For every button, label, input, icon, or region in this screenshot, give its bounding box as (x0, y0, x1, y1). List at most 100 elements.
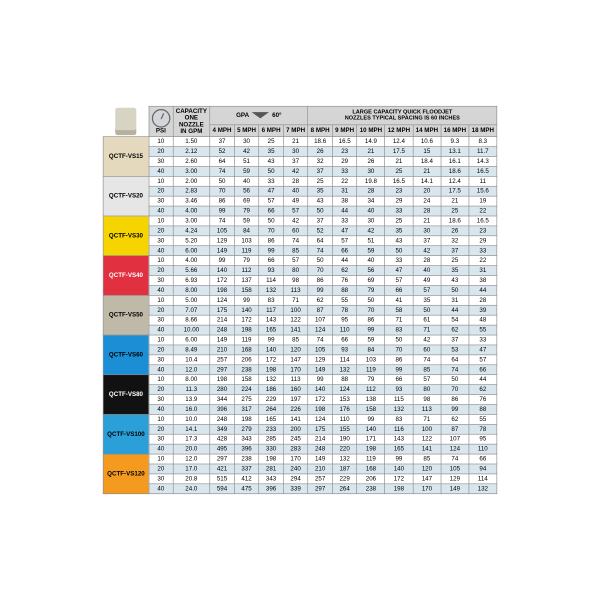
value-cell: 172 (308, 395, 333, 405)
value-cell: 396 (234, 444, 259, 454)
value-cell: 129 (308, 355, 333, 365)
value-cell: 24 (413, 196, 441, 206)
value-cell: 79 (234, 256, 259, 266)
value-cell: 35 (441, 266, 469, 276)
value-cell: 50 (308, 256, 333, 266)
value-cell: 119 (357, 365, 385, 375)
value-cell: 44 (469, 285, 497, 295)
value-cell: 88 (332, 375, 357, 385)
table-row: 3010.425720617214712911410386746457 (103, 355, 497, 365)
value-cell: 74 (308, 246, 333, 256)
psi-cell: 30 (149, 236, 173, 246)
value-cell: 210 (210, 345, 235, 355)
value-cell: 93 (332, 345, 357, 355)
psi-cell: 30 (149, 276, 173, 286)
value-cell: 42 (234, 147, 259, 157)
value-cell: 158 (357, 404, 385, 414)
table-row: 2017.042133728124021018716814012010594 (103, 464, 497, 474)
table-row: 4016.03963172642261981761581321139988 (103, 404, 497, 414)
psi-cell: 10 (149, 216, 173, 226)
capacity-cell: 8.49 (173, 345, 210, 355)
value-cell: 25 (259, 137, 284, 147)
value-cell: 57 (413, 285, 441, 295)
table-row: 3017.342834328524521419017114312210795 (103, 434, 497, 444)
value-cell: 42 (357, 226, 385, 236)
value-cell: 49 (283, 196, 308, 206)
value-cell: 69 (234, 196, 259, 206)
value-cell: 155 (332, 424, 357, 434)
value-cell: 99 (259, 246, 284, 256)
nozzle-label: QCTF-VS30 (103, 216, 149, 256)
value-cell: 61 (413, 315, 441, 325)
value-cell: 12.4 (441, 176, 469, 186)
value-cell: 428 (210, 434, 235, 444)
value-cell: 85 (283, 335, 308, 345)
value-cell: 57 (283, 206, 308, 216)
value-cell: 114 (259, 276, 284, 286)
psi-cell: 10 (149, 454, 173, 464)
value-cell: 29 (385, 196, 413, 206)
psi-cell: 10 (149, 335, 173, 345)
value-cell: 60 (413, 345, 441, 355)
value-cell: 35 (413, 295, 441, 305)
table-row: 302.60645143373229262118.416.114.3 (103, 156, 497, 166)
value-cell: 168 (357, 464, 385, 474)
value-cell: 19 (469, 196, 497, 206)
value-cell: 85 (413, 365, 441, 375)
value-cell: 42 (283, 216, 308, 226)
value-cell: 16.5 (469, 166, 497, 176)
value-cell: 138 (357, 395, 385, 405)
capacity-cell: 2.60 (173, 156, 210, 166)
value-cell: 95 (469, 434, 497, 444)
value-cell: 343 (259, 474, 284, 484)
table-row: QCTF-VS50105.0012499837162555041353128 (103, 295, 497, 305)
value-cell: 115 (385, 395, 413, 405)
value-cell: 23 (469, 226, 497, 236)
value-cell: 160 (283, 385, 308, 395)
value-cell: 149 (308, 454, 333, 464)
capacity-cell: 7.07 (173, 305, 210, 315)
value-cell: 140 (210, 266, 235, 276)
value-cell: 79 (357, 375, 385, 385)
value-cell: 330 (259, 444, 284, 454)
value-cell: 86 (441, 395, 469, 405)
value-cell: 60 (283, 226, 308, 236)
capacity-cell: 5.66 (173, 266, 210, 276)
value-cell: 56 (234, 186, 259, 196)
value-cell: 38 (469, 276, 497, 286)
value-cell: 40 (283, 186, 308, 196)
value-cell: 176 (332, 404, 357, 414)
value-cell: 245 (283, 434, 308, 444)
capacity-cell: 17.0 (173, 464, 210, 474)
psi-cell: 20 (149, 186, 173, 196)
value-cell: 187 (332, 464, 357, 474)
value-cell: 165 (385, 444, 413, 454)
value-cell: 70 (259, 226, 284, 236)
value-cell: 99 (234, 295, 259, 305)
capacity-cell: 17.3 (173, 434, 210, 444)
value-cell: 54 (441, 315, 469, 325)
capacity-cell: 5.20 (173, 236, 210, 246)
value-cell: 71 (413, 414, 441, 424)
value-cell: 140 (259, 345, 284, 355)
value-cell: 66 (385, 375, 413, 385)
value-cell: 170 (283, 365, 308, 375)
value-cell: 93 (259, 266, 284, 276)
value-cell: 132 (469, 484, 497, 494)
value-cell: 206 (234, 355, 259, 365)
value-cell: 198 (308, 404, 333, 414)
value-cell: 74 (413, 355, 441, 365)
value-cell: 33 (469, 335, 497, 345)
value-cell: 17.5 (385, 147, 413, 157)
psi-header: PSI (149, 106, 173, 136)
value-cell: 14.9 (357, 137, 385, 147)
value-cell: 22 (332, 176, 357, 186)
value-cell: 116 (385, 424, 413, 434)
value-cell: 78 (469, 424, 497, 434)
psi-cell: 40 (149, 365, 173, 375)
value-cell: 31 (469, 266, 497, 276)
capacity-cell: 13.9 (173, 395, 210, 405)
capacity-cell: 2.12 (173, 147, 210, 157)
table-row: QCTF-VS30103.0074595042373330252118.616.… (103, 216, 497, 226)
value-cell: 206 (357, 474, 385, 484)
